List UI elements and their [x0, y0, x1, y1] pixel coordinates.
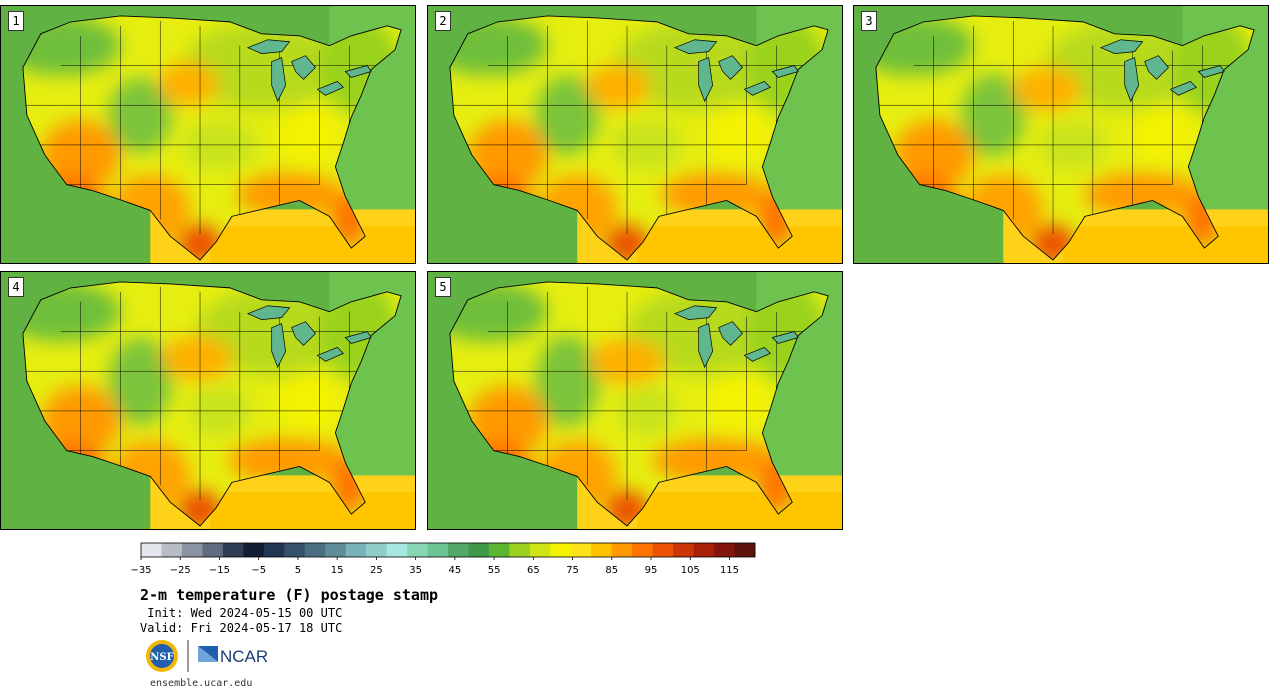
colorbar-segment — [202, 543, 224, 557]
stamp-panel-2: 2 — [427, 5, 843, 264]
colorbar-segment — [386, 543, 408, 557]
colorbar-tick-label: −25 — [170, 565, 191, 576]
colorbar-segment — [550, 543, 572, 557]
panel-number-label: 2 — [435, 11, 451, 31]
colorbar-segment — [284, 543, 306, 557]
colorbar-segment — [714, 543, 735, 557]
colorbar-segment — [222, 543, 244, 557]
colorbar-segment — [529, 543, 551, 557]
stamp-panel-1: 1 — [0, 5, 416, 264]
colorbar-segment — [243, 543, 265, 557]
nsf-logo-text: NSF — [150, 652, 173, 663]
colorbar-segment — [570, 543, 592, 557]
colorbar-segment — [345, 543, 367, 557]
colorbar-segment — [468, 543, 490, 557]
colorbar-segment — [263, 543, 285, 557]
panel-number-label: 4 — [8, 277, 24, 297]
colorbar-segment — [366, 543, 387, 557]
colorbar-segment — [652, 543, 674, 557]
init-time: Init: Wed 2024-05-15 00 UTC — [140, 606, 343, 620]
colorbar-segment — [407, 543, 428, 557]
plot-title: 2-m temperature (F) postage stamp — [140, 586, 439, 604]
website-link[interactable]: ensemble.ucar.edu — [150, 678, 253, 689]
valid-time: Valid: Fri 2024-05-17 18 UTC — [140, 621, 343, 635]
ncar-logo: NCAR — [198, 646, 268, 666]
colorbar-segment — [591, 543, 613, 557]
colorbar-segment — [693, 543, 715, 557]
colorbar-tick-label: 65 — [527, 565, 540, 576]
colorbar-tick-label: 5 — [295, 565, 301, 576]
panel-number-label: 1 — [8, 11, 24, 31]
colorbar-tick-label: 85 — [605, 565, 618, 576]
colorbar-segment — [509, 543, 531, 557]
colorbar-tick-label: 15 — [331, 565, 344, 576]
temperature-map — [428, 6, 842, 263]
colorbar-segment — [181, 543, 203, 557]
colorbar-segment — [632, 543, 653, 557]
temperature-map — [1, 272, 415, 529]
colorbar-tick-label: −35 — [130, 565, 151, 576]
colorbar-segment — [427, 543, 449, 557]
colorbar: −35 −25 −15 −5 5 15 25 35 45 55 65 75 85 95 105 115 — [130, 542, 756, 576]
colorbar-border — [140, 542, 756, 558]
stamp-panel-5: 5 — [427, 271, 843, 530]
colorbar-tick-label: 115 — [720, 565, 739, 576]
ncar-logo-text: NCAR — [220, 647, 268, 666]
colorbar-segment — [304, 543, 326, 557]
colorbar-tick-label: 95 — [645, 565, 658, 576]
temperature-map — [854, 6, 1268, 263]
colorbar-segment — [161, 543, 183, 557]
colorbar-tick-label: 35 — [409, 565, 422, 576]
nsf-logo: NSF — [146, 640, 178, 672]
colorbar-tick-label: 75 — [566, 565, 579, 576]
colorbar-tick-label: −5 — [251, 565, 266, 576]
panel-number-label: 3 — [861, 11, 877, 31]
colorbar-segment — [141, 543, 162, 557]
stamp-panel-4: 4 — [0, 271, 416, 530]
stamp-panel-3: 3 — [853, 5, 1269, 264]
temperature-map — [1, 6, 415, 263]
colorbar-segment — [488, 543, 510, 557]
colorbar-segment — [448, 543, 469, 557]
temperature-map — [428, 272, 842, 529]
colorbar-tick-label: 105 — [681, 565, 700, 576]
colorbar-segment — [611, 543, 633, 557]
logos: NSF NCAR — [146, 640, 268, 672]
colorbar-tick-label: −15 — [209, 565, 230, 576]
colorbar-segment — [325, 543, 346, 557]
colorbar-segment — [673, 543, 694, 557]
colorbar-tick-label: 45 — [448, 565, 461, 576]
colorbar-tick-label: 25 — [370, 565, 383, 576]
panel-number-label: 5 — [435, 277, 451, 297]
colorbar-tick-label: 55 — [488, 565, 501, 576]
colorbar-segment — [734, 543, 756, 557]
